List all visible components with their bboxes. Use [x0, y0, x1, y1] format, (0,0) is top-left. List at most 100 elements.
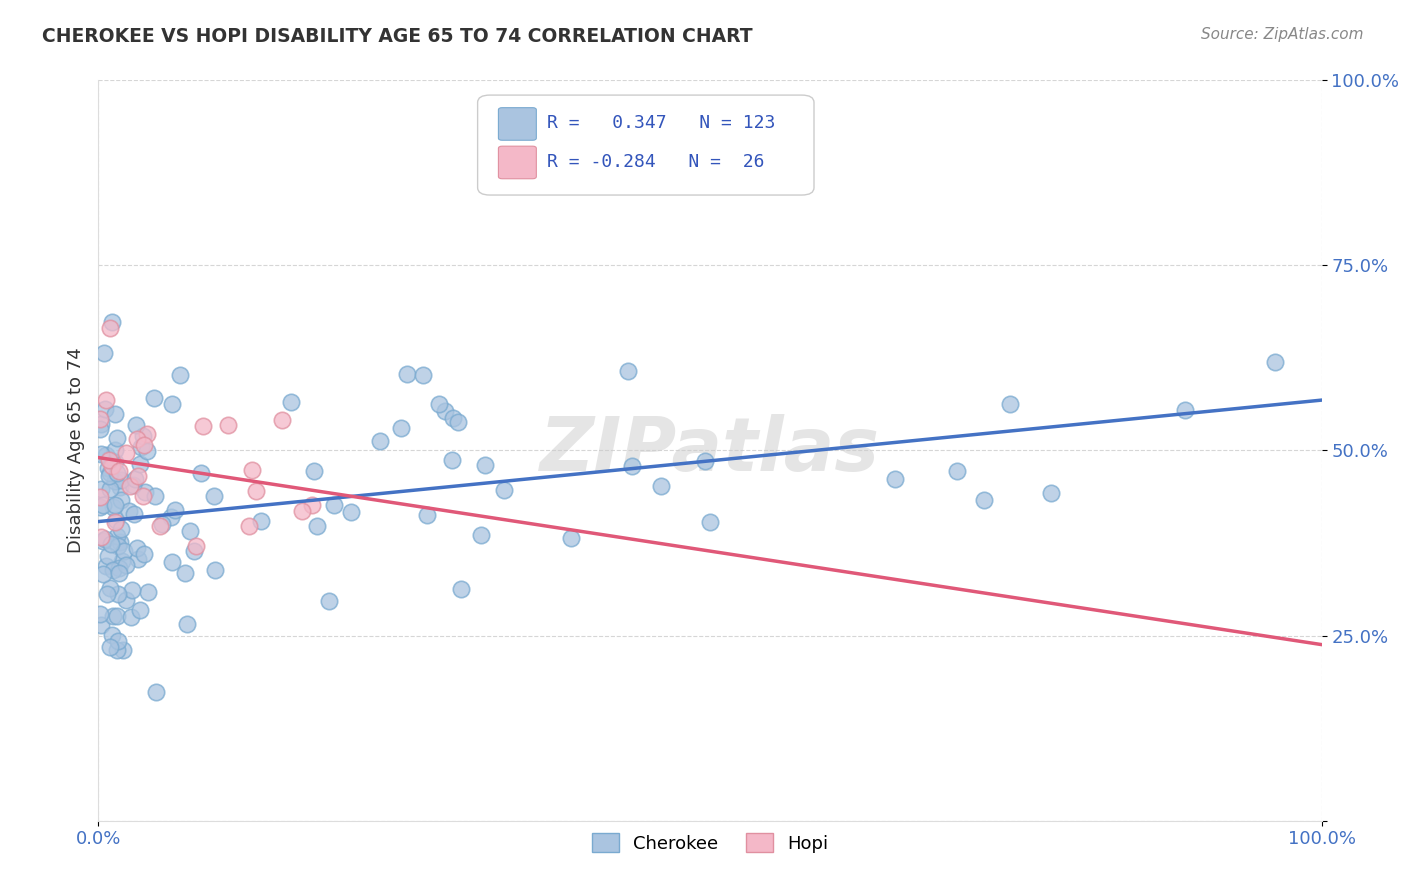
Point — [120, 610, 142, 624]
Text: R = -0.284   N =  26: R = -0.284 N = 26 — [547, 153, 765, 170]
Point — [129, 440, 152, 454]
Point — [105, 466, 128, 480]
Point — [412, 368, 434, 383]
Point — [97, 460, 120, 475]
Point — [91, 534, 114, 549]
Point — [90, 618, 112, 632]
Point — [474, 458, 496, 472]
Point — [368, 434, 391, 449]
Point — [132, 429, 155, 443]
Point — [90, 482, 112, 496]
Point — [107, 539, 129, 553]
Point — [104, 443, 127, 458]
Point — [108, 480, 131, 494]
Point — [107, 634, 129, 648]
Point — [91, 566, 114, 581]
Point — [98, 453, 121, 467]
Point — [100, 628, 122, 642]
Point — [101, 458, 124, 473]
Point — [204, 563, 226, 577]
Point — [1174, 403, 1197, 417]
Point — [323, 498, 346, 512]
Point — [305, 519, 328, 533]
Point — [89, 417, 111, 431]
Point — [617, 364, 640, 378]
Point — [96, 448, 118, 462]
Point — [118, 504, 141, 518]
Point — [110, 493, 132, 508]
Point — [111, 554, 134, 568]
Point — [318, 594, 340, 608]
Point — [104, 407, 127, 421]
FancyBboxPatch shape — [478, 95, 814, 195]
Point — [122, 507, 145, 521]
Point — [127, 468, 149, 483]
Point — [101, 500, 124, 514]
Point — [101, 608, 124, 623]
Point — [108, 560, 131, 574]
Point — [190, 466, 212, 480]
Point — [132, 548, 155, 562]
Point — [340, 505, 363, 519]
Point — [101, 563, 124, 577]
Point — [301, 498, 323, 512]
Point — [98, 581, 121, 595]
Point — [389, 421, 412, 435]
Point — [89, 490, 111, 504]
Point — [134, 484, 156, 499]
Point — [89, 607, 111, 621]
Y-axis label: Disability Age 65 to 74: Disability Age 65 to 74 — [66, 348, 84, 553]
Point — [110, 473, 132, 487]
Point — [96, 587, 118, 601]
Point — [136, 426, 159, 441]
Point — [107, 566, 129, 581]
Point — [160, 396, 183, 410]
Point — [107, 431, 129, 445]
Point — [90, 447, 112, 461]
FancyBboxPatch shape — [498, 108, 536, 140]
Point — [132, 489, 155, 503]
Point — [427, 397, 450, 411]
Point — [121, 583, 143, 598]
Point — [183, 544, 205, 558]
Point — [98, 469, 121, 483]
Point — [217, 418, 239, 433]
Point — [620, 458, 643, 473]
Point — [250, 514, 273, 528]
Point — [98, 482, 121, 496]
Point — [149, 518, 172, 533]
Point — [174, 566, 197, 580]
Point — [193, 418, 215, 433]
Point — [105, 643, 128, 657]
Point — [101, 315, 124, 329]
Point — [105, 513, 128, 527]
Point — [128, 603, 150, 617]
Point — [160, 555, 183, 569]
Point — [108, 464, 131, 478]
Point — [108, 534, 131, 549]
Point — [115, 593, 138, 607]
Point — [883, 472, 905, 486]
Point — [998, 397, 1021, 411]
Point — [202, 489, 225, 503]
Point — [90, 530, 112, 544]
Point — [100, 640, 122, 654]
Point — [494, 483, 516, 498]
Point — [98, 320, 121, 334]
Point — [184, 539, 207, 553]
Point — [270, 413, 292, 427]
Point — [143, 489, 166, 503]
Point — [280, 395, 302, 409]
Point — [111, 643, 134, 657]
Point — [560, 531, 582, 545]
Point — [98, 467, 121, 481]
Point — [115, 446, 138, 460]
Point — [240, 463, 263, 477]
Point — [136, 444, 159, 458]
Point — [160, 509, 183, 524]
Point — [650, 479, 672, 493]
Point — [115, 558, 138, 572]
Point — [89, 422, 111, 436]
Point — [89, 411, 111, 425]
Point — [112, 544, 135, 558]
